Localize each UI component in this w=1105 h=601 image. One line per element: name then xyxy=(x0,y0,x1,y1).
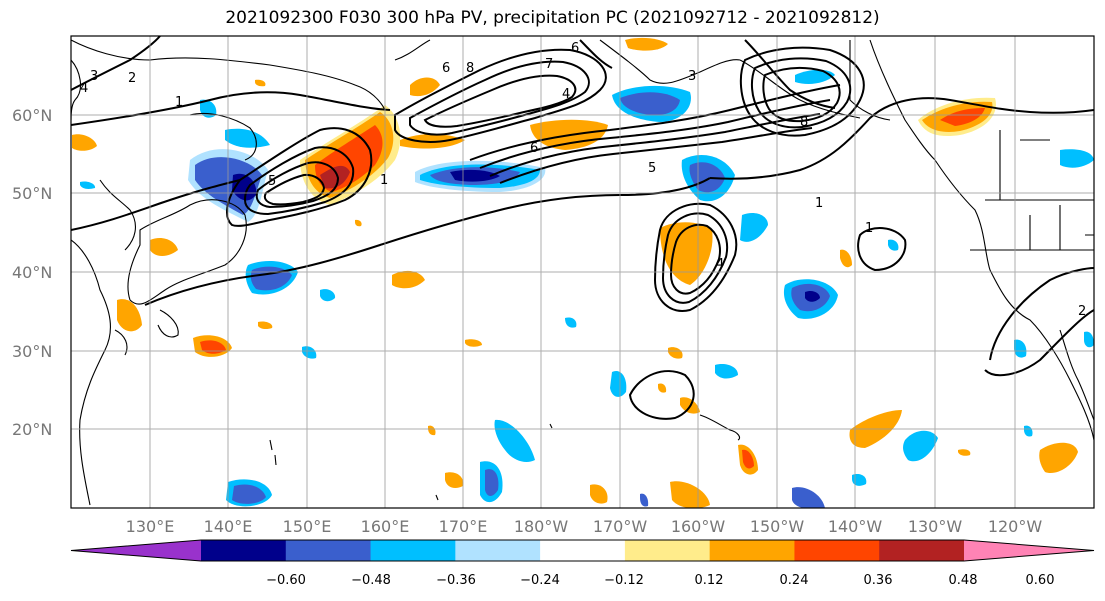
contour-label: 8 xyxy=(466,61,474,76)
contour-label: 8 xyxy=(800,115,808,130)
colorbar-tick-label: 0.36 xyxy=(864,573,893,588)
colorbar-swatches xyxy=(70,539,1095,562)
colorbar: −0.60 −0.48 −0.36 −0.24 −0.12 0.12 0.24 … xyxy=(70,539,1095,588)
contour-label: 6 xyxy=(571,41,579,56)
contour-label: 1 xyxy=(865,221,873,236)
contour-label: 6 xyxy=(530,141,538,156)
lat-lon-grid xyxy=(71,36,1094,508)
contour-label: 2 xyxy=(128,71,136,86)
colorbar-tick-label: 0.24 xyxy=(780,573,809,588)
lon-label: 150°W xyxy=(750,517,805,536)
contour-label: 7 xyxy=(545,57,553,72)
contour-label: 3 xyxy=(90,69,98,84)
colorbar-tick-label: −0.48 xyxy=(351,573,391,588)
contour-label: 4 xyxy=(716,257,724,272)
lon-label: 160°E xyxy=(361,517,410,536)
lat-label-20n: 20°N xyxy=(12,420,52,439)
colorbar-swatch xyxy=(540,540,626,561)
colorbar-tick-label: 0.12 xyxy=(695,573,724,588)
contour-label: 5 xyxy=(648,161,656,176)
lon-label: 170°E xyxy=(439,517,488,536)
lat-label-30n: 30°N xyxy=(12,342,52,361)
colorbar-swatch xyxy=(879,540,965,561)
lon-label: 140°W xyxy=(828,517,883,536)
contour-label: 1 xyxy=(175,95,183,110)
colorbar-swatch xyxy=(455,540,541,561)
contour-label: 1 xyxy=(815,196,823,211)
contour-label: 3 xyxy=(688,69,696,84)
lon-label: 130°W xyxy=(908,517,963,536)
contour-label: 6 xyxy=(442,61,450,76)
map-frame xyxy=(70,35,1095,509)
colorbar-extend-low xyxy=(71,540,201,561)
colorbar-tick-label: −0.36 xyxy=(436,573,476,588)
colorbar-swatch xyxy=(285,540,372,561)
map-title: 2021092300 F030 300 hPa PV, precipitatio… xyxy=(225,8,880,28)
colorbar-extend-high xyxy=(964,540,1094,561)
lon-label: 150°E xyxy=(283,517,332,536)
lon-label: 180°W xyxy=(514,517,569,536)
colorbar-tick-labels: −0.60 −0.48 −0.36 −0.24 −0.12 0.12 0.24 … xyxy=(266,573,1054,588)
lon-label: 140°E xyxy=(204,517,253,536)
colorbar-tick-label: 0.60 xyxy=(1026,573,1055,588)
colorbar-swatch xyxy=(794,540,880,561)
colorbar-swatch xyxy=(709,540,795,561)
contour-labels: 1 2 3 4 5 6 7 8 1 4 1 2 8 6 5 4 1 3 6 xyxy=(80,41,1086,319)
contour-label: 1 xyxy=(380,173,388,188)
contour-label: 4 xyxy=(562,87,570,102)
contour-label: 2 xyxy=(1078,304,1086,319)
colorbar-swatch xyxy=(201,540,287,561)
colorbar-tick-label: 0.48 xyxy=(949,573,978,588)
colorbar-tick-label: −0.60 xyxy=(266,573,306,588)
lon-label: 120°W xyxy=(988,517,1043,536)
contour-label: 4 xyxy=(80,81,88,96)
colorbar-swatch xyxy=(370,540,456,561)
lat-label-40n: 40°N xyxy=(12,263,52,282)
lat-label-50n: 50°N xyxy=(12,184,52,203)
latitude-labels: 60°N 50°N 40°N 30°N 20°N xyxy=(12,106,52,439)
colorbar-tick-label: −0.24 xyxy=(520,573,560,588)
pv-contours xyxy=(71,36,1094,420)
colorbar-outline xyxy=(70,539,1095,562)
lon-label: 160°W xyxy=(671,517,726,536)
colorbar-swatch xyxy=(624,540,711,561)
longitude-labels: 130°E 140°E 150°E 160°E 170°E 180°W 170°… xyxy=(126,517,1043,536)
colorbar-tick-label: −0.12 xyxy=(604,573,644,588)
lon-label: 170°W xyxy=(593,517,648,536)
lat-label-60n: 60°N xyxy=(12,106,52,125)
lon-label: 130°E xyxy=(126,517,175,536)
coastlines xyxy=(71,39,1094,506)
contour-label: 5 xyxy=(268,174,276,189)
